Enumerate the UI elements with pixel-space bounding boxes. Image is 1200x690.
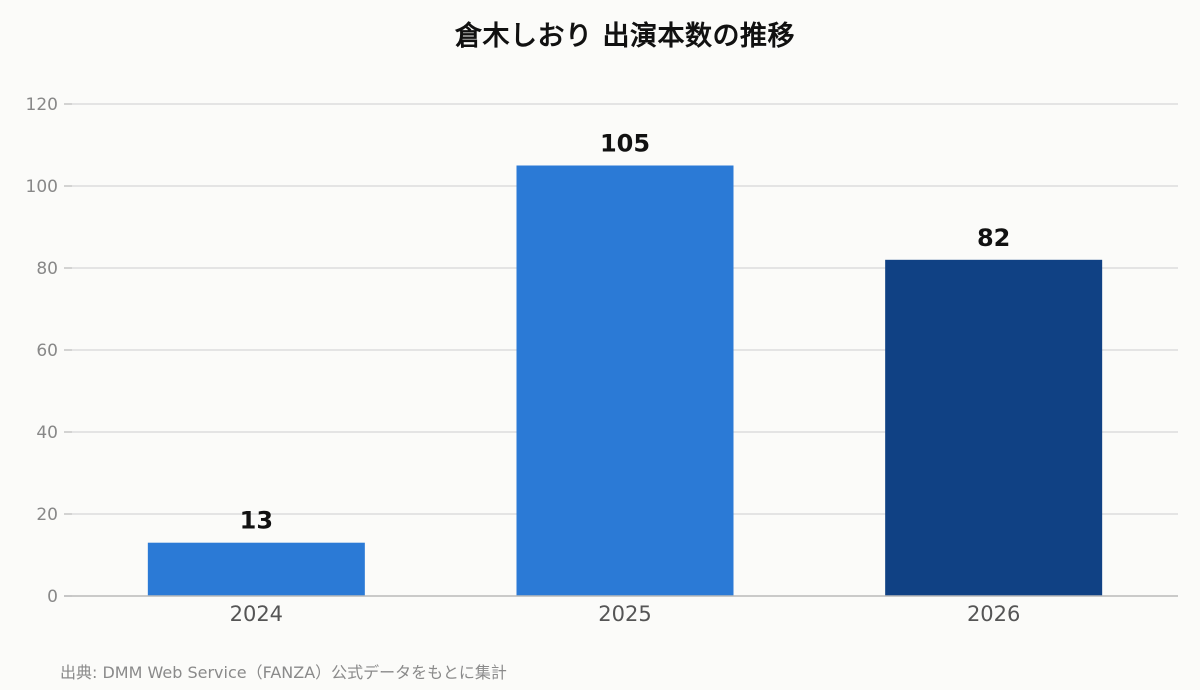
- data-label: 13: [240, 507, 273, 535]
- y-tick-label: 20: [36, 505, 58, 525]
- y-tick-label: 40: [36, 423, 58, 443]
- y-tick-label: 0: [47, 587, 58, 607]
- data-label: 82: [977, 224, 1010, 252]
- y-tick-label: 80: [36, 259, 58, 279]
- x-tick-label: 2025: [598, 602, 651, 626]
- data-label: 105: [600, 130, 650, 158]
- bar: [516, 165, 734, 596]
- bar: [147, 542, 365, 596]
- y-tick-label: 60: [36, 341, 58, 361]
- bar-chart: 0 20 40 60 80 100 120 13 2024 105 2025 82 2026: [26, 95, 1178, 626]
- y-tick-label: 100: [26, 177, 58, 197]
- y-tick-label: 120: [26, 95, 58, 115]
- x-tick-label: 2026: [967, 602, 1020, 626]
- x-tick-label: 2024: [230, 602, 283, 626]
- source-note: 出典: DMM Web Service（FANZA）公式データをもとに集計: [60, 663, 507, 682]
- chart-title: 倉木しおり 出演本数の推移: [455, 21, 795, 52]
- bar: [885, 259, 1103, 596]
